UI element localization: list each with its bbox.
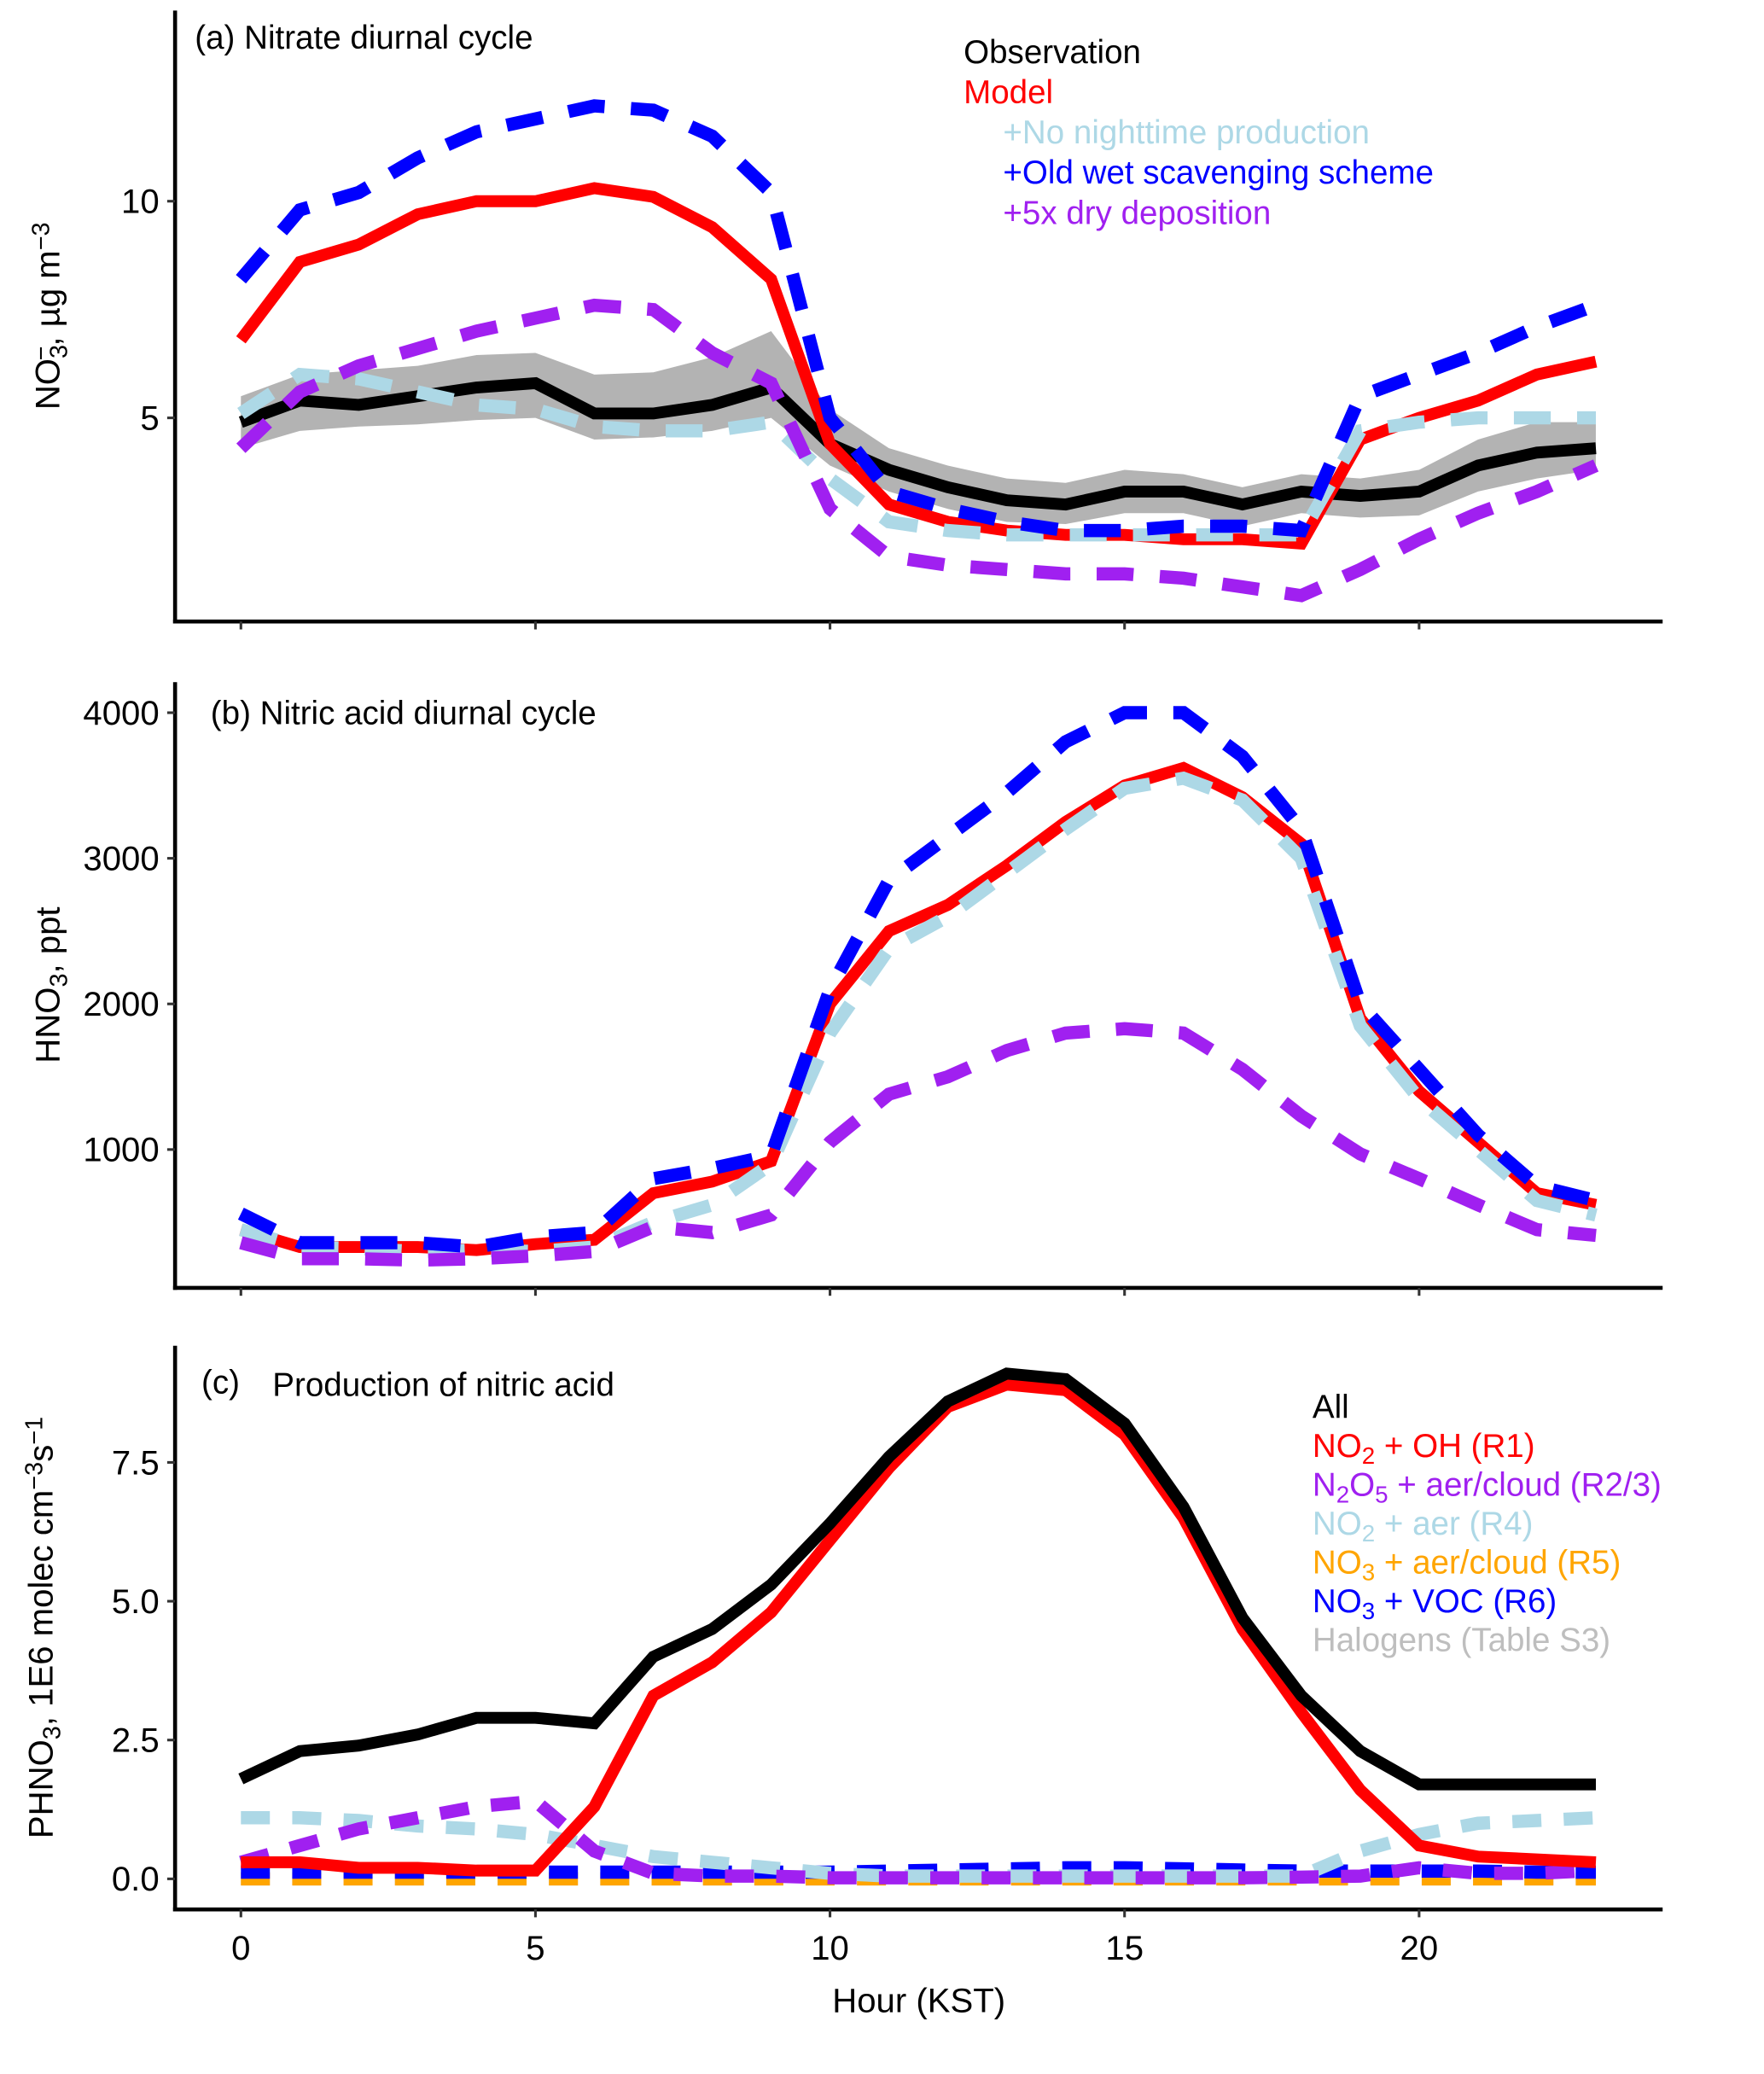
legend-item: +No nighttime production xyxy=(1003,114,1370,151)
y-tick-label: 3000 xyxy=(83,841,159,878)
text-part: 3 xyxy=(1362,1599,1375,1625)
y-tick-label: 0.0 xyxy=(112,1861,160,1898)
y-tick-label: 2.5 xyxy=(112,1722,160,1760)
text-part: −1 xyxy=(21,1417,49,1445)
legend-item: Model xyxy=(964,74,1053,111)
series-line-model xyxy=(236,182,1598,551)
panel-title: Production of nitric acid xyxy=(272,1366,614,1403)
text-part: Halogens (Table S3) xyxy=(1313,1622,1610,1659)
series-line-old-wet-scavenging-scheme xyxy=(237,706,1598,1254)
text-part: , ppt xyxy=(29,906,67,973)
text-part: −3 xyxy=(28,222,55,250)
series-line-no2-oh-r1 xyxy=(241,1378,1597,1877)
text-part: − xyxy=(28,347,55,361)
text-part: All xyxy=(1313,1389,1349,1426)
legend-item: NO2 + OH (R1) xyxy=(1313,1428,1535,1469)
series-line-no2-aer-r4 xyxy=(241,1811,1597,1883)
text-part: + OH (R1) xyxy=(1375,1428,1534,1465)
y-axis-title: PHNO3, 1E6 molec cm−3s−1 xyxy=(21,1417,66,1838)
text-part: 2 xyxy=(1362,1521,1375,1547)
legend-item: NO2 + aer (R4) xyxy=(1313,1506,1534,1547)
y-tick-label: 1000 xyxy=(83,1132,159,1169)
y-tick-label: 5 xyxy=(140,399,159,437)
text-part: + VOC (R6) xyxy=(1375,1583,1557,1620)
series-line-old-wet-scavenging-scheme xyxy=(236,99,1598,538)
panel-b-nitric-acid: 1000 2000 3000 4000 HNO3, ppt (b) Nitric acid… xyxy=(29,682,1663,1296)
series-line-observation xyxy=(238,376,1597,511)
text-part: , µg m xyxy=(29,250,67,346)
panel-title: (a) Nitrate diurnal cycle xyxy=(195,20,533,56)
text-part: NO xyxy=(1313,1428,1362,1465)
x-tick-label: 15 xyxy=(1105,1930,1144,1967)
text-part: 3 xyxy=(45,973,73,987)
x-tick-label: 0 xyxy=(231,1930,250,1967)
text-part: + aer (R4) xyxy=(1375,1506,1533,1542)
series-line-5x-dry-deposition xyxy=(236,298,1599,603)
text-part: s xyxy=(23,1445,61,1462)
text-part: 3 xyxy=(38,1726,66,1739)
legend-item: NO3 + aer/cloud (R5) xyxy=(1313,1545,1621,1586)
panel-a-nitrate: 5 10 NO3−, µg m−3 (a) Nitrate diurnal cycle… xyxy=(28,10,1663,630)
x-tick-label: 5 xyxy=(526,1930,544,1967)
y-tick-label: 4000 xyxy=(83,695,159,732)
text-part: PHNO xyxy=(23,1739,61,1838)
y-axis-title: NO3−, µg m−3 xyxy=(28,222,73,410)
series-line-all xyxy=(238,1367,1597,1791)
panel-title-prefix: (c) xyxy=(201,1364,240,1401)
text-part: + aer/cloud (R5) xyxy=(1375,1545,1621,1582)
y-tick-label: 5.0 xyxy=(112,1583,160,1621)
series-line-n2o5-aer-cloud-r2-3 xyxy=(239,1794,1597,1885)
text-part: + aer/cloud (R2/3) xyxy=(1388,1467,1662,1504)
panel-title: (b) Nitric acid diurnal cycle xyxy=(211,696,597,732)
observation-range-band xyxy=(241,331,1596,527)
legend-item: Halogens (Table S3) xyxy=(1313,1622,1610,1659)
text-part: −3 xyxy=(21,1462,49,1490)
legend-item: NO3 + VOC (R6) xyxy=(1313,1583,1557,1624)
text-part: NO xyxy=(1313,1583,1362,1620)
legend-item: All xyxy=(1313,1389,1349,1426)
x-tick-label: 20 xyxy=(1400,1930,1439,1967)
text-part: 2 xyxy=(1362,1443,1375,1470)
y-tick-label: 7.5 xyxy=(112,1444,160,1482)
x-tick-label: 10 xyxy=(811,1930,849,1967)
text-part: NO xyxy=(1313,1545,1362,1582)
text-part: 5 xyxy=(1375,1482,1388,1508)
series-line-model xyxy=(239,761,1598,1256)
text-part: NO xyxy=(29,358,67,410)
text-part: , 1E6 molec cm xyxy=(23,1490,61,1726)
y-tick-label: 2000 xyxy=(83,986,159,1023)
text-part: HNO xyxy=(29,987,67,1063)
y-tick-label: 10 xyxy=(121,184,160,221)
text-part: N xyxy=(1313,1467,1336,1504)
x-axis-title: Hour (KST) xyxy=(832,1982,1005,2019)
text-part: 3 xyxy=(1362,1559,1375,1586)
text-part: NO xyxy=(1313,1506,1362,1542)
legend-item: Observation xyxy=(964,34,1141,71)
legend-item: +5x dry deposition xyxy=(1003,195,1271,231)
text-part: O xyxy=(1349,1467,1375,1504)
series-line-no-nighttime-production xyxy=(239,771,1598,1259)
y-axis-title: HNO3, ppt xyxy=(29,906,73,1063)
legend-item: +Old wet scavenging scheme xyxy=(1003,154,1434,191)
text-part: 2 xyxy=(1336,1482,1349,1508)
text-part: 3 xyxy=(45,345,73,358)
legend-item: N2O5 + aer/cloud (R2/3) xyxy=(1313,1467,1662,1508)
